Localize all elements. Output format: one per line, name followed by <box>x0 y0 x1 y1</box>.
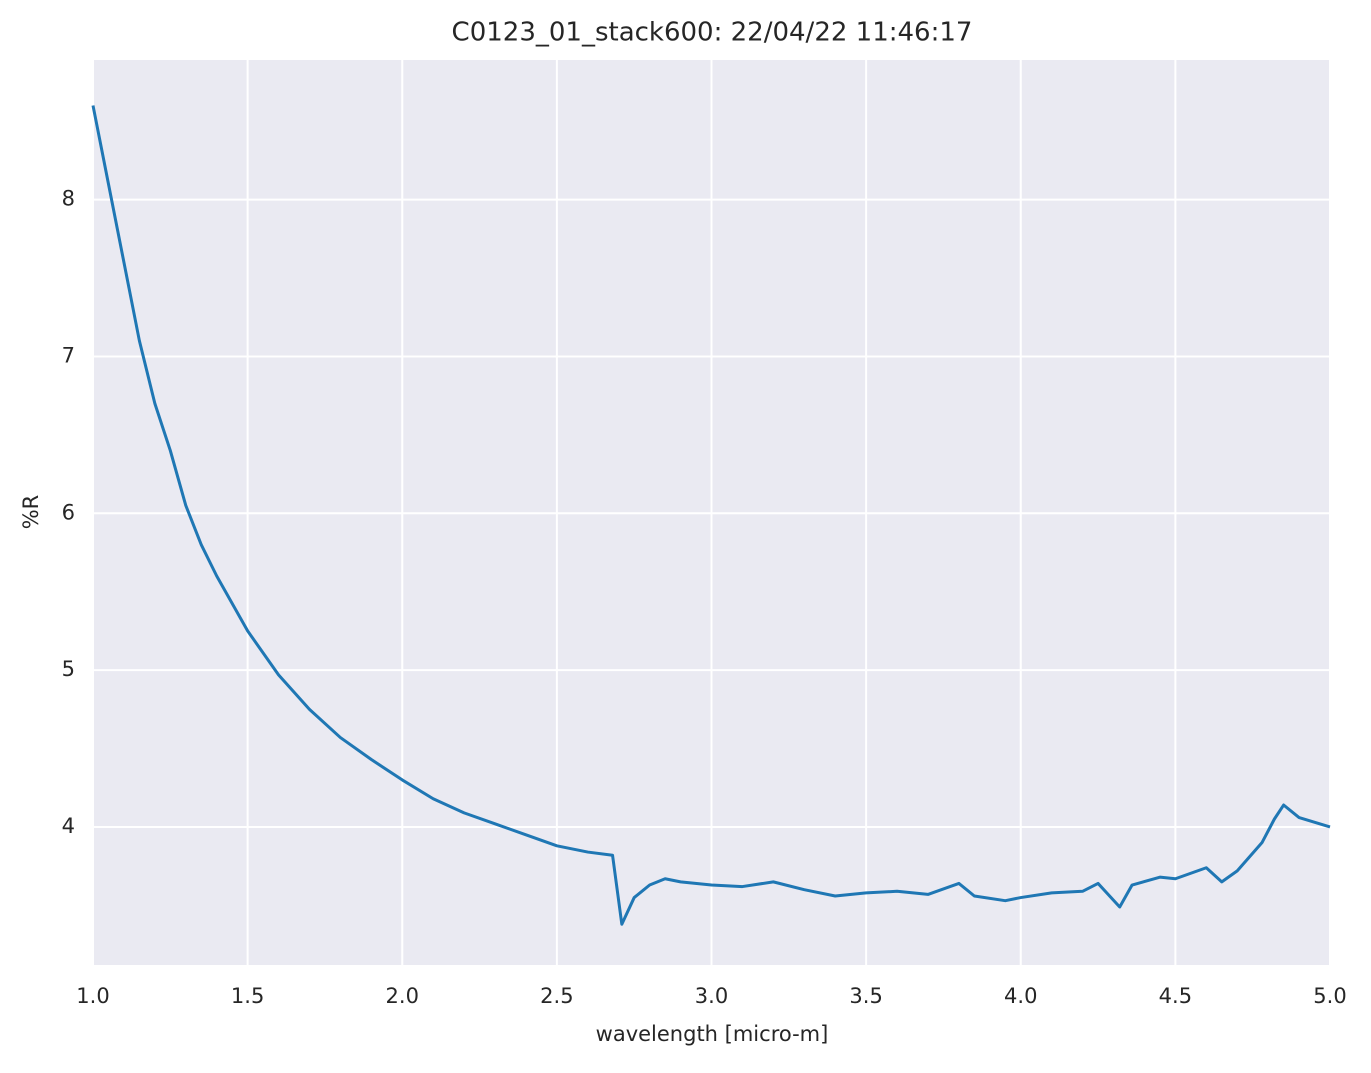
x-tick-label: 3.0 <box>695 984 728 1008</box>
y-axis-label: %R <box>19 495 43 530</box>
y-tick-label: 6 <box>62 500 75 524</box>
x-tick-label: 2.0 <box>386 984 419 1008</box>
x-tick-label: 4.0 <box>1004 984 1037 1008</box>
data-line <box>91 105 1331 926</box>
y-tick-label: 7 <box>62 343 75 367</box>
x-tick-label: 3.5 <box>849 984 882 1008</box>
x-axis-label: wavelength [micro-m] <box>596 1022 829 1046</box>
y-tick-label: 5 <box>62 657 75 681</box>
x-tick-label: 2.5 <box>540 984 573 1008</box>
y-tick-label: 4 <box>62 814 75 838</box>
x-tick-label: 1.5 <box>231 984 264 1008</box>
y-tick-label: 8 <box>62 187 75 211</box>
chart-title: C0123_01_stack600: 22/04/22 11:46:17 <box>452 18 973 48</box>
x-tick-label: 5.0 <box>1313 984 1346 1008</box>
x-tick-label: 1.0 <box>76 984 109 1008</box>
x-tick-label: 4.5 <box>1159 984 1192 1008</box>
